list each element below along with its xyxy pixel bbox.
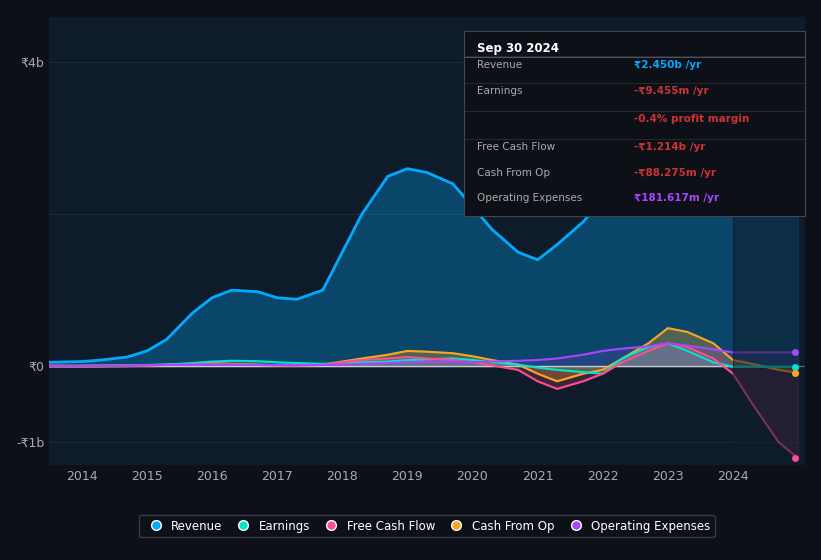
Text: -₹88.275m /yr: -₹88.275m /yr — [635, 167, 716, 178]
Text: -₹1.214b /yr: -₹1.214b /yr — [635, 142, 705, 152]
Text: Earnings: Earnings — [478, 86, 523, 96]
Text: ₹181.617m /yr: ₹181.617m /yr — [635, 193, 719, 203]
Text: Sep 30 2024: Sep 30 2024 — [478, 42, 559, 55]
Text: Cash From Op: Cash From Op — [478, 167, 551, 178]
Text: Revenue: Revenue — [478, 60, 523, 71]
Text: -0.4% profit margin: -0.4% profit margin — [635, 114, 750, 124]
Text: Operating Expenses: Operating Expenses — [478, 193, 583, 203]
Text: -₹9.455m /yr: -₹9.455m /yr — [635, 86, 709, 96]
Bar — [733, 17, 805, 465]
Text: ₹2.450b /yr: ₹2.450b /yr — [635, 60, 701, 71]
Legend: Revenue, Earnings, Free Cash Flow, Cash From Op, Operating Expenses: Revenue, Earnings, Free Cash Flow, Cash … — [139, 515, 715, 537]
Text: Free Cash Flow: Free Cash Flow — [478, 142, 556, 152]
